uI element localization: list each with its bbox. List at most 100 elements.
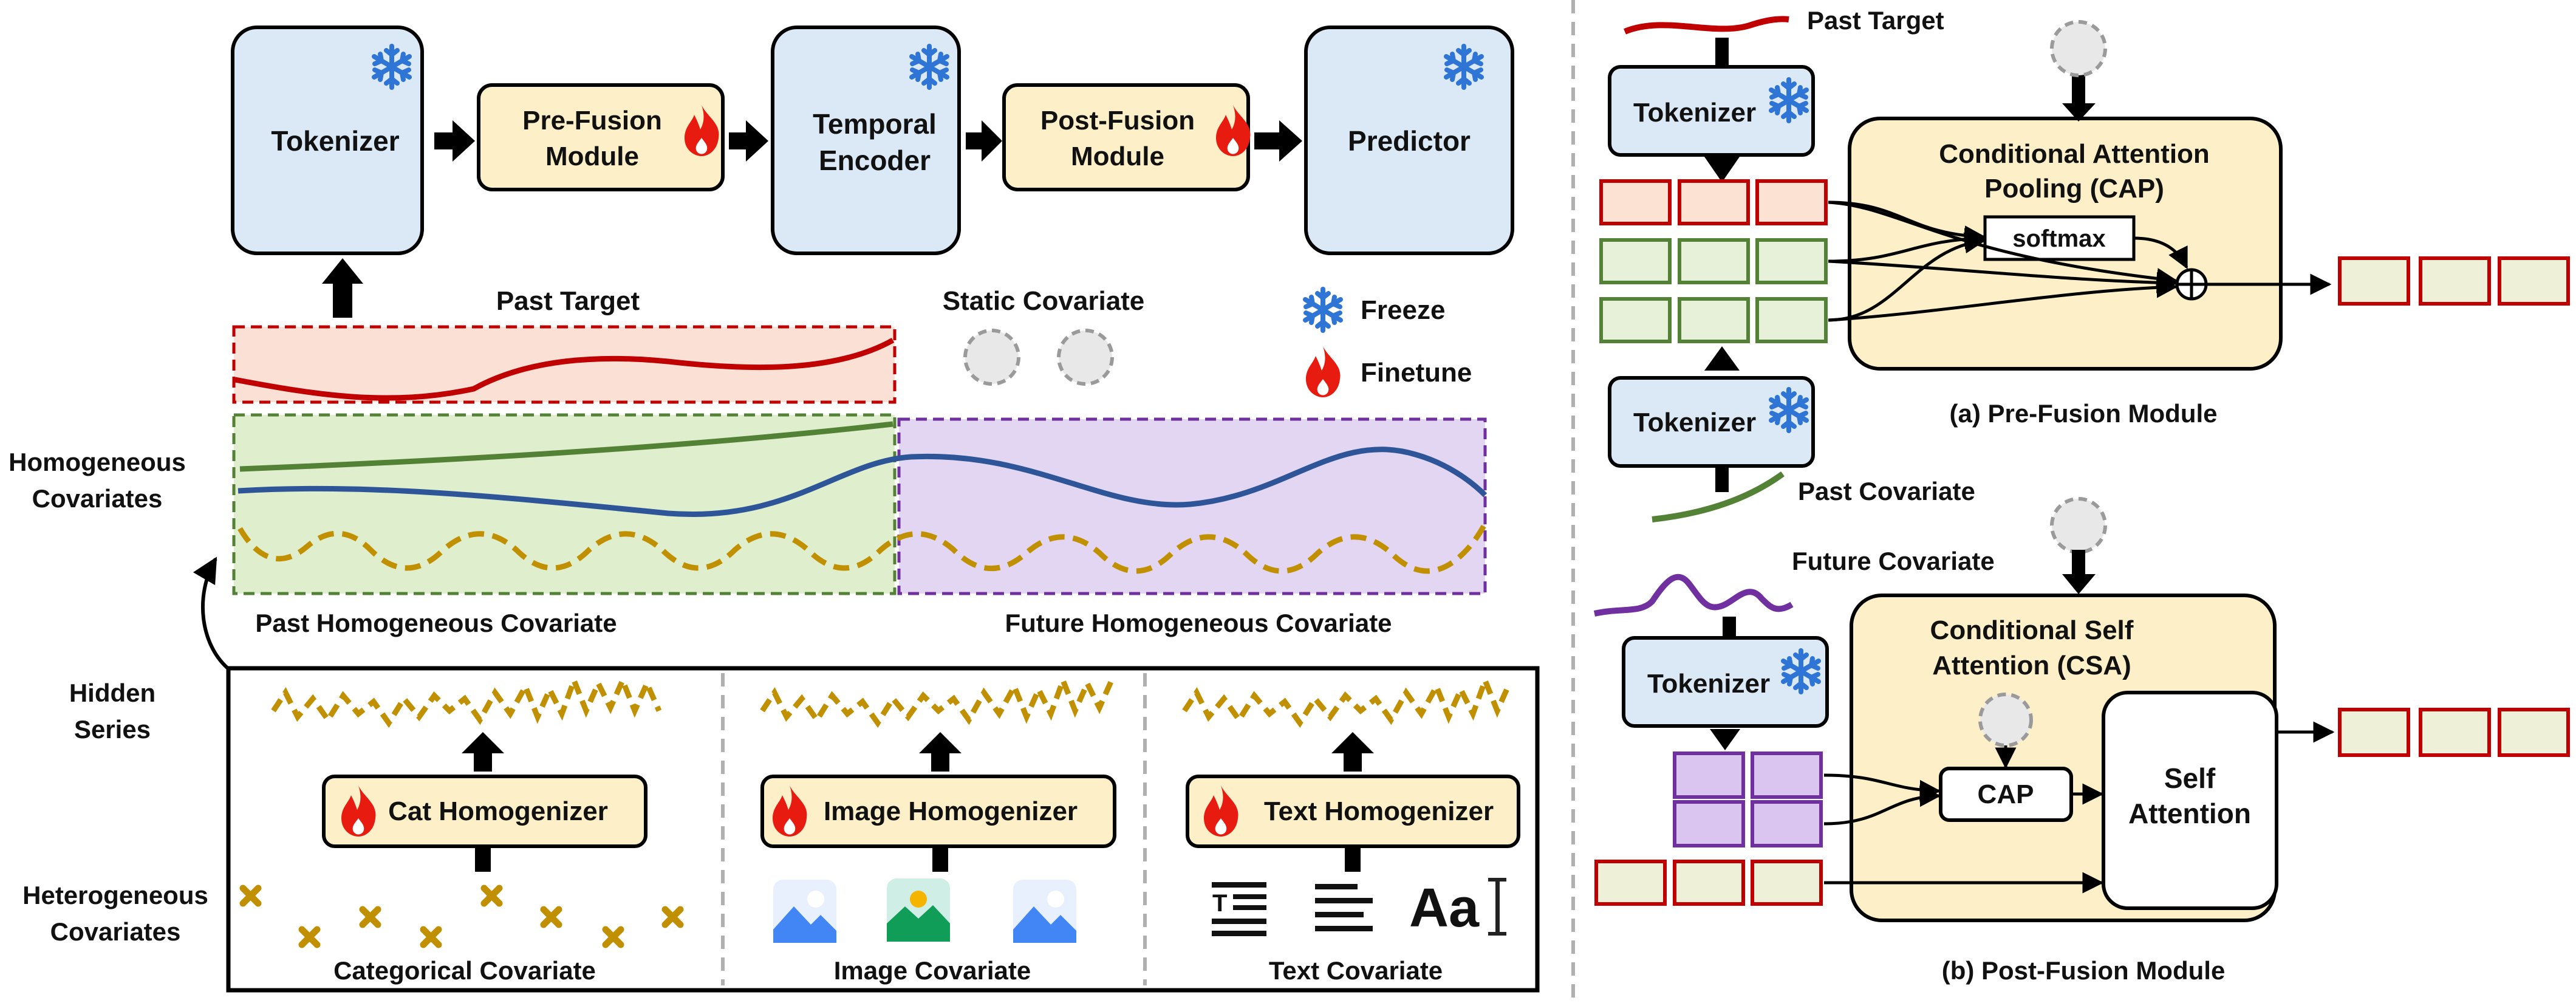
hidden-series-squiggles: [271, 673, 1512, 728]
pre-fusion-panel: Past Target Tokenizer Tokenizer Past Cov…: [1599, 6, 2570, 522]
pre-output-tokens: [2338, 256, 2570, 306]
align-left-icon: [1315, 884, 1373, 931]
landscape-image-icon: [887, 878, 950, 942]
static-covariate-circle: [963, 329, 1020, 386]
arrow-head: [2062, 574, 2096, 594]
pre-fusion-label-line2: Module: [545, 142, 639, 171]
past-covariate-curve: [1652, 471, 1785, 522]
arrow-head: [2062, 103, 2096, 122]
self-attention-line1: Self: [2164, 762, 2216, 794]
temporal-encoder-label-line2: Encoder: [819, 145, 931, 176]
static-covariate-circle: [2050, 20, 2107, 77]
arrow-shaft: [2072, 550, 2085, 577]
cursor-bottom: [1488, 932, 1506, 936]
pre-fusion-caption: (a) Pre-Fusion Module: [1950, 399, 2218, 428]
text-homogenizer: Text Homogenizer: [1186, 775, 1520, 848]
csa-wires: [1823, 721, 2335, 894]
csa-title-line1: Conditional Self: [1930, 615, 2134, 645]
future-covariate-curve: [1593, 573, 1794, 617]
cap-mini-label: CAP: [1978, 779, 2034, 809]
text-covariate-label: Text Covariate: [1269, 956, 1443, 985]
freeze-label: Freeze: [1361, 295, 1445, 325]
font-icon: Aa: [1409, 878, 1480, 939]
softmax-label: softmax: [2012, 225, 2105, 252]
pre-tokenizer-top: [1608, 65, 1815, 157]
image-homogenizer-label: Image Homogenizer: [824, 796, 1078, 826]
cap-title-line1: Conditional Attention: [1939, 139, 2210, 169]
past-target-title: Past Target: [496, 286, 640, 316]
arrow-shaft: [2072, 73, 2085, 104]
pre-tokenizer-bottom-label: Tokenizer: [1633, 408, 1756, 437]
post-fusion-caption: (b) Post-Fusion Module: [1942, 956, 2226, 985]
post-output-tokens: [2338, 708, 2570, 757]
finetune-label: Finetune: [1361, 358, 1472, 388]
cursor-bar: [1495, 878, 1500, 936]
categorical-marks: [239, 885, 684, 948]
static-covariate-circle: [1057, 329, 1114, 386]
post-fusion-label-line1: Post-Fusion: [1040, 106, 1195, 135]
pre-fusion-label-line1: Pre-Fusion: [522, 106, 662, 135]
covariate-tokens: [1599, 238, 1828, 343]
homogeneous-label-line1: Homogeneous: [9, 448, 186, 476]
temporal-encoder-label-line1: Temporal: [813, 108, 937, 140]
arrow-shaft: [1715, 468, 1729, 492]
past-homogeneous-label: Past Homogeneous Covariate: [255, 609, 617, 637]
arrow-head: [1704, 346, 1740, 371]
future-homogeneous-label: Future Homogeneous Covariate: [1005, 609, 1392, 637]
future-tokens: [1673, 751, 1823, 847]
past-covariate-label: Past Covariate: [1798, 477, 1975, 505]
csa-title-line2: Attention (CSA): [1932, 651, 2131, 680]
image-covariate-label: Image Covariate: [834, 956, 1031, 985]
pre-tokenizer-top-label: Tokenizer: [1633, 98, 1756, 128]
predictor-block: Predictor: [1304, 26, 1514, 255]
arrow-head: [1710, 729, 1740, 750]
past-target-curve: [1624, 16, 1789, 35]
cap-title-line2: Pooling (CAP): [1984, 174, 2164, 204]
arrow-shaft: [1715, 38, 1729, 68]
target-tokens: [1599, 179, 1828, 225]
post-tokenizer-label: Tokenizer: [1647, 669, 1770, 699]
cat-homogenizer: Cat Homogenizer: [322, 775, 647, 848]
tokenizer-label: Tokenizer: [271, 125, 399, 157]
gold-series: [237, 522, 1488, 574]
cat-homogenizer-label: Cat Homogenizer: [388, 796, 608, 826]
pre-fused-tokens: [1594, 860, 1823, 906]
static-covariate-circle: [2050, 497, 2107, 554]
finetune-flame-icon: [1306, 346, 1341, 397]
predictor-label: Predictor: [1348, 125, 1471, 157]
green-series: [239, 421, 893, 472]
heterogeneous-line1: Heterogeneous: [22, 881, 208, 909]
cursor-top: [1488, 878, 1506, 881]
heterogeneous-line2: Covariates: [50, 917, 181, 946]
pre-tokenizer-bottom: [1608, 376, 1815, 468]
series-area: Past Target Static Covariate Freeze Fine…: [9, 286, 1488, 670]
self-attention-line2: Attention: [2128, 798, 2251, 829]
cap-wires: [1828, 200, 2332, 322]
post-fusion-block: Post-Fusion Module: [1002, 83, 1251, 191]
image-icon: [773, 880, 836, 943]
hidden-series-line2: Series: [74, 715, 151, 744]
homogenizer-panel: Hidden Series Heterogeneous Covariates C…: [22, 666, 1540, 993]
static-covariate-title: Static Covariate: [943, 286, 1145, 316]
arrow-head: [1704, 157, 1740, 182]
freeze-snowflake-icon: [1305, 289, 1341, 330]
post-fusion-panel: Future Covariate Tokenizer Conditional S…: [1593, 497, 2570, 985]
image-icon: [1013, 880, 1076, 943]
temporal-encoder-block: Temporal Encoder: [771, 26, 961, 255]
t-glyph: T: [1212, 890, 1227, 917]
post-tokenizer: [1622, 636, 1829, 728]
hidden-series-line1: Hidden: [69, 679, 155, 707]
pipeline-arrows: [322, 120, 1302, 318]
curved-arrow: [193, 556, 229, 670]
text-homogenizer-label: Text Homogenizer: [1264, 796, 1494, 826]
categorical-covariate-label: Categorical Covariate: [333, 956, 596, 985]
static-covariate-circle: [1978, 693, 2033, 747]
image-homogenizer: Image Homogenizer: [760, 775, 1116, 848]
future-covariate-label: Future Covariate: [1792, 547, 1995, 575]
tokenizer-block: Tokenizer: [231, 26, 424, 255]
blue-series: [237, 447, 1488, 517]
pre-fusion-block: Pre-Fusion Module: [477, 83, 725, 191]
homogeneous-label-line2: Covariates: [32, 484, 163, 513]
pre-past-target-label: Past Target: [1807, 6, 1944, 35]
